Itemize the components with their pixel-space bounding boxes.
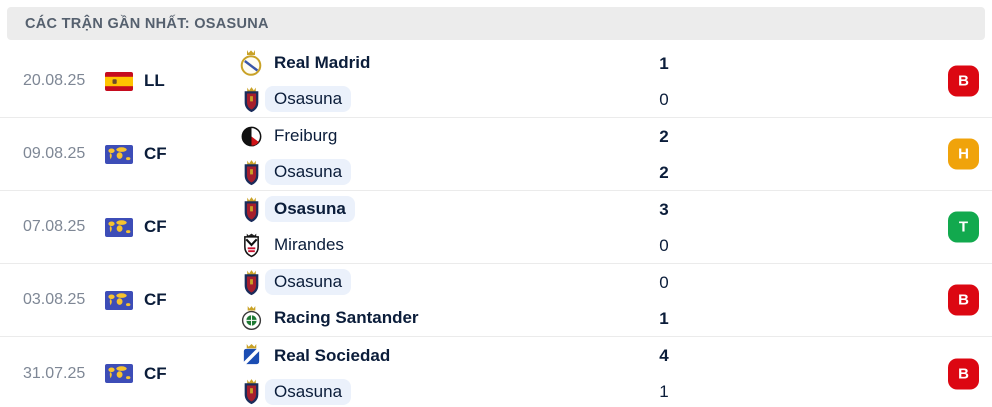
team-row[interactable]: Racing Santander bbox=[240, 304, 640, 333]
match-row[interactable]: 09.08.25 CF Freiburg Osasuna 2 2 H bbox=[0, 118, 992, 191]
result-badge[interactable]: B bbox=[948, 65, 979, 97]
racing-santander-crest bbox=[240, 304, 262, 332]
team-name: Osasuna bbox=[265, 269, 352, 295]
team-row[interactable]: Mirandes bbox=[240, 231, 640, 260]
team-name: Real Sociedad bbox=[274, 345, 391, 365]
team-row[interactable]: Real Madrid bbox=[240, 49, 640, 78]
match-date: 03.08.25 bbox=[23, 291, 86, 308]
osasuna-crest bbox=[240, 195, 262, 223]
team-name: Mirandes bbox=[274, 235, 344, 254]
competition-code: CF bbox=[144, 290, 167, 309]
score-cell: 0 1 bbox=[640, 268, 688, 333]
team-name: Osasuna bbox=[265, 378, 352, 405]
competition-cell: CF bbox=[105, 144, 240, 164]
teams-cell: Osasuna Mirandes bbox=[240, 195, 640, 260]
competition-cell: CF bbox=[105, 364, 240, 384]
competition-cell: CF bbox=[105, 290, 240, 310]
home-score: 0 bbox=[659, 272, 669, 292]
team-name: Real Madrid bbox=[274, 53, 371, 72]
competition-cell: LL bbox=[105, 71, 240, 91]
team-row[interactable]: Real Sociedad bbox=[240, 341, 640, 370]
away-score: 2 bbox=[659, 162, 669, 182]
teams-cell: Freiburg Osasuna bbox=[240, 122, 640, 187]
match-row[interactable]: 07.08.25 CF Osasuna Mirandes 3 0 T bbox=[0, 191, 992, 264]
competition-code: CF bbox=[144, 217, 167, 236]
mirandes-crest bbox=[240, 231, 262, 259]
result-badge[interactable]: H bbox=[948, 138, 979, 170]
team-row[interactable]: Freiburg bbox=[240, 122, 640, 151]
home-score: 1 bbox=[659, 53, 669, 73]
home-score: 3 bbox=[659, 199, 669, 219]
away-score: 0 bbox=[659, 235, 669, 255]
score-cell: 1 0 bbox=[640, 49, 688, 114]
team-row[interactable]: Osasuna bbox=[240, 195, 640, 224]
match-date: 20.08.25 bbox=[23, 72, 86, 89]
match-row[interactable]: 03.08.25 CF Osasuna Racing Santander 0 1 bbox=[0, 264, 992, 337]
match-row[interactable]: 20.08.25 LL Real Madrid Osasuna 1 0 B bbox=[0, 45, 992, 118]
team-name: Osasuna bbox=[265, 159, 352, 185]
match-date: 31.07.25 bbox=[23, 364, 86, 382]
osasuna-crest bbox=[240, 268, 262, 296]
score-cell: 3 0 bbox=[640, 195, 688, 260]
team-name: Racing Santander bbox=[274, 308, 419, 327]
team-row[interactable]: Osasuna bbox=[240, 158, 640, 187]
world-map-icon bbox=[105, 144, 133, 164]
away-score: 0 bbox=[659, 89, 669, 109]
result-badge[interactable]: B bbox=[948, 284, 979, 316]
osasuna-crest bbox=[240, 158, 262, 186]
competition-code: CF bbox=[144, 144, 167, 163]
competition-cell: CF bbox=[105, 217, 240, 237]
spain-flag-icon bbox=[105, 71, 133, 91]
team-row[interactable]: Osasuna bbox=[240, 268, 640, 297]
away-score: 1 bbox=[659, 382, 669, 401]
score-cell: 4 1 bbox=[640, 341, 688, 406]
match-date: 09.08.25 bbox=[23, 145, 86, 162]
widget-title: CÁC TRẬN GẦN NHẤT: OSASUNA bbox=[25, 15, 269, 32]
team-name: Osasuna bbox=[265, 196, 355, 222]
real-sociedad-crest bbox=[240, 342, 262, 370]
away-score: 1 bbox=[659, 308, 669, 328]
home-score: 2 bbox=[659, 126, 669, 146]
world-map-icon bbox=[105, 290, 133, 310]
match-date: 07.08.25 bbox=[23, 218, 86, 235]
team-name: Freiburg bbox=[274, 126, 338, 145]
freiburg-crest bbox=[240, 122, 262, 150]
home-score: 4 bbox=[659, 346, 669, 365]
world-map-icon bbox=[105, 364, 133, 383]
team-name: Osasuna bbox=[265, 86, 352, 112]
teams-cell: Osasuna Racing Santander bbox=[240, 268, 640, 333]
teams-cell: Real Madrid Osasuna bbox=[240, 49, 640, 114]
real-madrid-crest bbox=[240, 49, 262, 77]
result-badge[interactable]: T bbox=[948, 211, 979, 243]
competition-code: LL bbox=[144, 71, 165, 90]
world-map-icon bbox=[105, 217, 133, 237]
match-list: 20.08.25 LL Real Madrid Osasuna 1 0 B bbox=[0, 45, 992, 407]
team-row[interactable]: Osasuna bbox=[240, 85, 640, 114]
widget-header: CÁC TRẬN GẦN NHẤT: OSASUNA bbox=[7, 7, 985, 40]
score-cell: 2 2 bbox=[640, 122, 688, 187]
osasuna-crest bbox=[240, 378, 262, 406]
competition-code: CF bbox=[144, 363, 167, 383]
result-badge[interactable]: B bbox=[948, 358, 979, 389]
osasuna-crest bbox=[240, 85, 262, 113]
team-row[interactable]: Osasuna bbox=[240, 377, 640, 406]
match-row[interactable]: 31.07.25 CF Real Sociedad Osasuna 4 1 B bbox=[0, 337, 992, 407]
teams-cell: Real Sociedad Osasuna bbox=[240, 341, 640, 406]
